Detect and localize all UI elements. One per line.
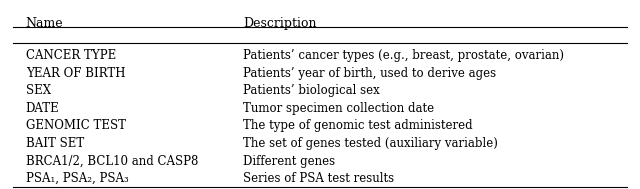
- Text: Patients’ biological sex: Patients’ biological sex: [243, 84, 380, 97]
- Text: Different genes: Different genes: [243, 155, 335, 168]
- Text: Patients’ cancer types (e.g., breast, prostate, ovarian): Patients’ cancer types (e.g., breast, pr…: [243, 49, 564, 62]
- Text: BAIT SET: BAIT SET: [26, 137, 84, 150]
- Text: Tumor specimen collection date: Tumor specimen collection date: [243, 102, 435, 115]
- Text: Patients’ year of birth, used to derive ages: Patients’ year of birth, used to derive …: [243, 67, 497, 80]
- Text: Name: Name: [26, 17, 63, 30]
- Text: SEX: SEX: [26, 84, 51, 97]
- Text: Description: Description: [243, 17, 317, 30]
- Text: BRCA1/2, BCL10 and CASP8: BRCA1/2, BCL10 and CASP8: [26, 155, 198, 168]
- Text: PSA₁, PSA₂, PSA₃: PSA₁, PSA₂, PSA₃: [26, 172, 129, 185]
- Text: DATE: DATE: [26, 102, 60, 115]
- Text: The set of genes tested (auxiliary variable): The set of genes tested (auxiliary varia…: [243, 137, 498, 150]
- Text: GENOMIC TEST: GENOMIC TEST: [26, 119, 125, 132]
- Text: The type of genomic test administered: The type of genomic test administered: [243, 119, 473, 132]
- Text: Series of PSA test results: Series of PSA test results: [243, 172, 394, 185]
- Text: YEAR OF BIRTH: YEAR OF BIRTH: [26, 67, 125, 80]
- Text: CANCER TYPE: CANCER TYPE: [26, 49, 116, 62]
